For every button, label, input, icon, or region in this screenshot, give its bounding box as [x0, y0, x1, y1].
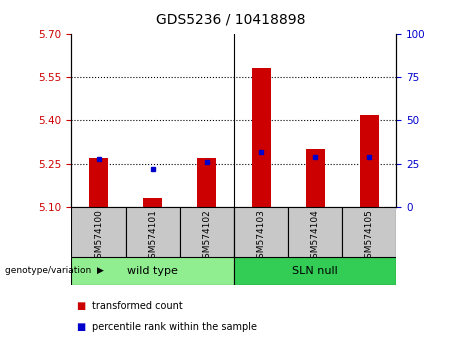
Text: ■: ■ [76, 322, 85, 332]
Bar [252, 68, 271, 207]
Text: GSM574103: GSM574103 [256, 210, 266, 264]
Text: GSM574105: GSM574105 [365, 210, 374, 264]
Bar [306, 149, 325, 207]
Text: transformed count: transformed count [92, 301, 183, 311]
Text: GDS5236 / 10418898: GDS5236 / 10418898 [156, 12, 305, 27]
Text: GSM574102: GSM574102 [202, 210, 212, 264]
Bar [234, 207, 288, 257]
Bar [234, 257, 396, 285]
Text: ■: ■ [76, 301, 85, 311]
Bar [288, 207, 342, 257]
Bar [71, 257, 234, 285]
Text: GSM574101: GSM574101 [148, 210, 157, 264]
Text: wild type: wild type [127, 266, 178, 276]
Text: GSM574100: GSM574100 [94, 210, 103, 264]
Text: genotype/variation  ▶: genotype/variation ▶ [5, 266, 103, 275]
Text: GSM574104: GSM574104 [311, 210, 320, 264]
Bar [89, 158, 108, 207]
Text: SLN null: SLN null [292, 266, 338, 276]
Text: percentile rank within the sample: percentile rank within the sample [92, 322, 257, 332]
Bar [71, 207, 125, 257]
Bar [180, 207, 234, 257]
Bar [197, 158, 216, 207]
Bar [360, 115, 379, 207]
Bar [342, 207, 396, 257]
Bar [125, 207, 180, 257]
Bar [143, 198, 162, 207]
